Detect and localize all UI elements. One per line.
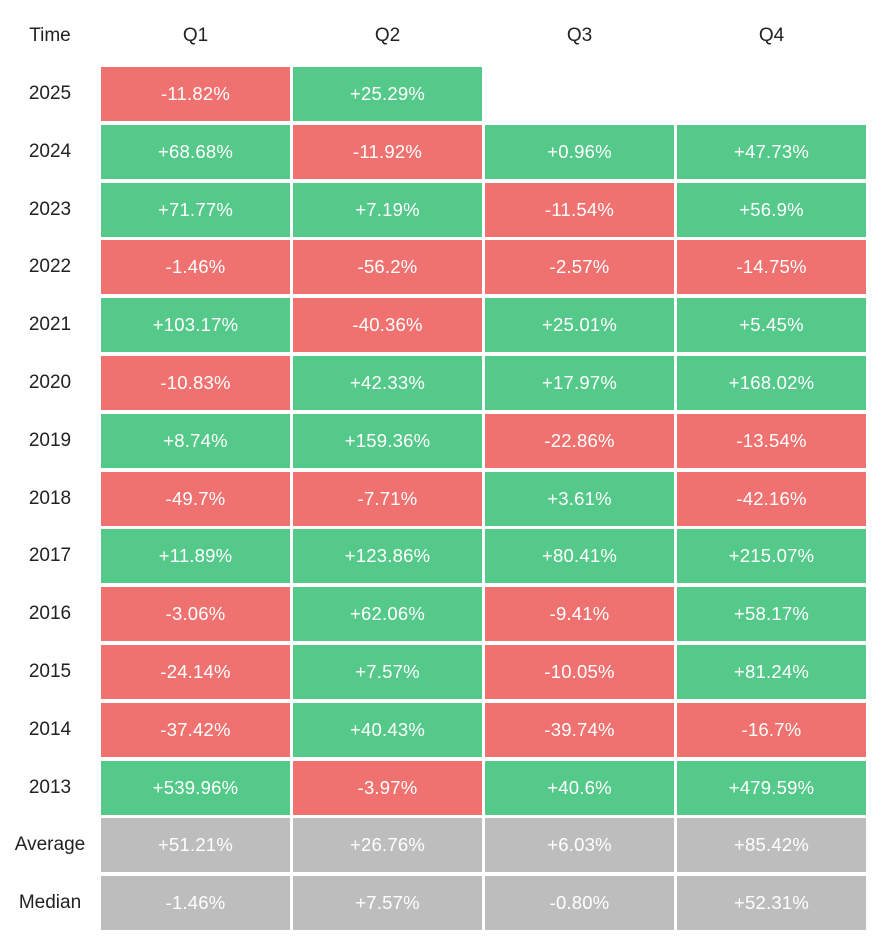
column-header-q1: Q1 <box>182 25 209 46</box>
heatmap-cell: -2.57% <box>485 240 674 294</box>
column-header-q2: Q2 <box>374 25 401 46</box>
heatmap-cell: -10.83% <box>101 356 290 410</box>
row-label-average: Average <box>14 834 86 855</box>
heatmap-cell: -42.16% <box>677 472 866 526</box>
heatmap-cell: -3.97% <box>293 761 482 815</box>
heatmap-cell: +56.9% <box>677 183 866 237</box>
heatmap-cell: +25.01% <box>485 298 674 352</box>
heatmap-cell: -37.42% <box>101 703 290 757</box>
row-label-median: Median <box>18 892 82 913</box>
heatmap-cell: -40.36% <box>293 298 482 352</box>
row-label-2021: 2021 <box>28 314 72 335</box>
heatmap-cell: +123.86% <box>293 529 482 583</box>
heatmap-cell: -10.05% <box>485 645 674 699</box>
heatmap-cell: -22.86% <box>485 414 674 468</box>
heatmap-cell: +62.06% <box>293 587 482 641</box>
heatmap-cell: +8.74% <box>101 414 290 468</box>
heatmap-cell: -1.46% <box>101 876 290 930</box>
heatmap-cell: +7.19% <box>293 183 482 237</box>
heatmap-cell: -13.54% <box>677 414 866 468</box>
row-label-2022: 2022 <box>28 256 72 277</box>
heatmap-cell: +71.77% <box>101 183 290 237</box>
heatmap-cell: +25.29% <box>293 67 482 121</box>
heatmap-cell: -0.80% <box>485 876 674 930</box>
row-label-2018: 2018 <box>28 488 72 509</box>
heatmap-cell: -7.71% <box>293 472 482 526</box>
heatmap-cell: +81.24% <box>677 645 866 699</box>
heatmap-cell: +85.42% <box>677 818 866 872</box>
column-header-time: Time <box>29 25 71 46</box>
heatmap-cell: -9.41% <box>485 587 674 641</box>
heatmap-cell: +479.59% <box>677 761 866 815</box>
heatmap-cell: +6.03% <box>485 818 674 872</box>
heatmap-cell: +58.17% <box>677 587 866 641</box>
heatmap-cell: -39.74% <box>485 703 674 757</box>
heatmap-cell: +11.89% <box>101 529 290 583</box>
heatmap-cell: +80.41% <box>485 529 674 583</box>
heatmap-cell: -3.06% <box>101 587 290 641</box>
heatmap-cell: +539.96% <box>101 761 290 815</box>
heatmap-cell: +159.36% <box>293 414 482 468</box>
row-label-2014: 2014 <box>28 719 72 740</box>
row-label-2019: 2019 <box>28 430 72 451</box>
heatmap-cell: +52.31% <box>677 876 866 930</box>
heatmap-cell: +7.57% <box>293 876 482 930</box>
heatmap-cell: -49.7% <box>101 472 290 526</box>
row-label-2023: 2023 <box>28 199 72 220</box>
heatmap-cell: +3.61% <box>485 472 674 526</box>
heatmap-cell: +5.45% <box>677 298 866 352</box>
heatmap-cell: -14.75% <box>677 240 866 294</box>
heatmap-cell: +168.02% <box>677 356 866 410</box>
heatmap-cell: +47.73% <box>677 125 866 179</box>
heatmap-cell: +0.96% <box>485 125 674 179</box>
row-label-2020: 2020 <box>28 372 72 393</box>
heatmap-cell: +7.57% <box>293 645 482 699</box>
heatmap-cell: +17.97% <box>485 356 674 410</box>
heatmap-cell: +40.6% <box>485 761 674 815</box>
heatmap-cell: +40.43% <box>293 703 482 757</box>
heatmap-cell: +215.07% <box>677 529 866 583</box>
row-label-2025: 2025 <box>28 83 72 104</box>
row-label-2016: 2016 <box>28 603 72 624</box>
heatmap-cell: -11.92% <box>293 125 482 179</box>
heatmap-cell: +42.33% <box>293 356 482 410</box>
row-label-2013: 2013 <box>28 777 72 798</box>
heatmap-cell: -1.46% <box>101 240 290 294</box>
heatmap-cell: -11.54% <box>485 183 674 237</box>
row-label-2024: 2024 <box>28 141 72 162</box>
heatmap-cell: -24.14% <box>101 645 290 699</box>
heatmap-cell: -56.2% <box>293 240 482 294</box>
heatmap-cell: +68.68% <box>101 125 290 179</box>
heatmap-cell: +26.76% <box>293 818 482 872</box>
row-label-2017: 2017 <box>28 545 72 566</box>
heatmap-cell: -11.82% <box>101 67 290 121</box>
row-label-2015: 2015 <box>28 661 72 682</box>
column-header-q4: Q4 <box>758 25 785 46</box>
heatmap-cell: -16.7% <box>677 703 866 757</box>
column-header-q3: Q3 <box>566 25 593 46</box>
heatmap-cell: +103.17% <box>101 298 290 352</box>
heatmap-cell: +51.21% <box>101 818 290 872</box>
